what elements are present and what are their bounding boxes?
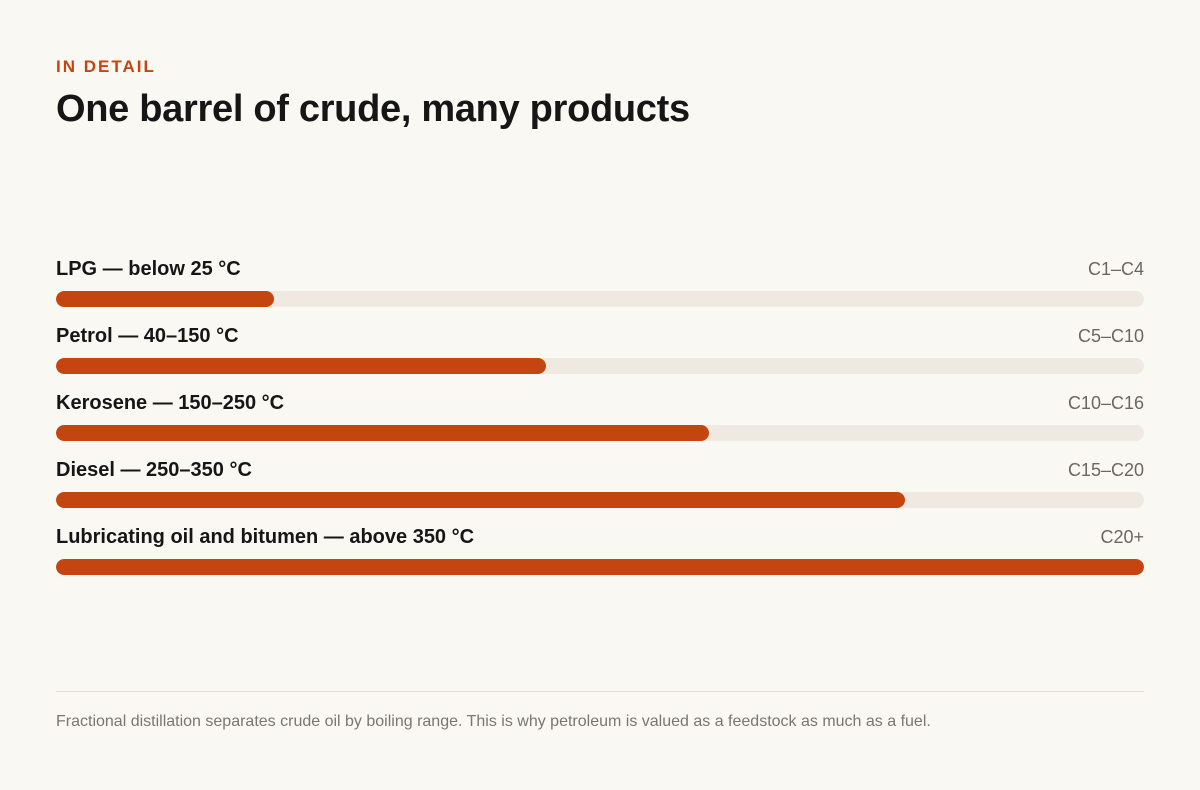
chart-row-header: Petrol — 40–150 °C C5–C10 (56, 325, 1144, 351)
bar-track (56, 358, 1144, 374)
bar-track (56, 425, 1144, 441)
content-panel: IN DETAIL One barrel of crude, many prod… (56, 0, 1144, 790)
bar-fill (56, 425, 709, 441)
section-eyebrow: IN DETAIL (56, 57, 156, 76)
category-label: Petrol — 40–150 °C (56, 325, 239, 347)
bar-fill (56, 492, 905, 508)
chart-row: Diesel — 250–350 °C C15–C20 (56, 459, 1144, 526)
chart-row-header: Lubricating oil and bitumen — above 350 … (56, 526, 1144, 552)
chart-row: Petrol — 40–150 °C C5–C10 (56, 325, 1144, 392)
carbon-range-label: C5–C10 (1077, 326, 1144, 346)
bar-fill (56, 291, 274, 307)
bar-track (56, 559, 1144, 575)
bar-track (56, 492, 1144, 508)
bar-track (56, 291, 1144, 307)
page-title: One barrel of crude, many products (56, 88, 690, 130)
footer-divider (56, 691, 1144, 692)
category-label: LPG — below 25 °C (56, 258, 241, 280)
carbon-range-label: C20+ (1100, 527, 1144, 547)
carbon-range-label: C15–C20 (1067, 460, 1144, 480)
chart-row-header: LPG — below 25 °C C1–C4 (56, 258, 1144, 284)
category-label: Kerosene — 150–250 °C (56, 392, 285, 414)
chart-row: LPG — below 25 °C C1–C4 (56, 258, 1144, 325)
chart-row: Kerosene — 150–250 °C C10–C16 (56, 392, 1144, 459)
chart-row-header: Diesel — 250–350 °C C15–C20 (56, 459, 1144, 485)
carbon-range-label: C10–C16 (1067, 393, 1144, 413)
bar-fill (56, 358, 546, 374)
chart-row: Lubricating oil and bitumen — above 350 … (56, 526, 1144, 593)
chart-row-header: Kerosene — 150–250 °C C10–C16 (56, 392, 1144, 418)
carbon-range-label: C1–C4 (1087, 259, 1144, 279)
fraction-bar-chart: LPG — below 25 °C C1–C4 Petrol — 40–150 °C… (56, 258, 1144, 593)
footnote: Fractional distillation separates crude … (56, 713, 931, 730)
bar-fill (56, 559, 1144, 575)
category-label: Lubricating oil and bitumen — above 350 … (56, 526, 475, 548)
category-label: Diesel — 250–350 °C (56, 459, 252, 481)
